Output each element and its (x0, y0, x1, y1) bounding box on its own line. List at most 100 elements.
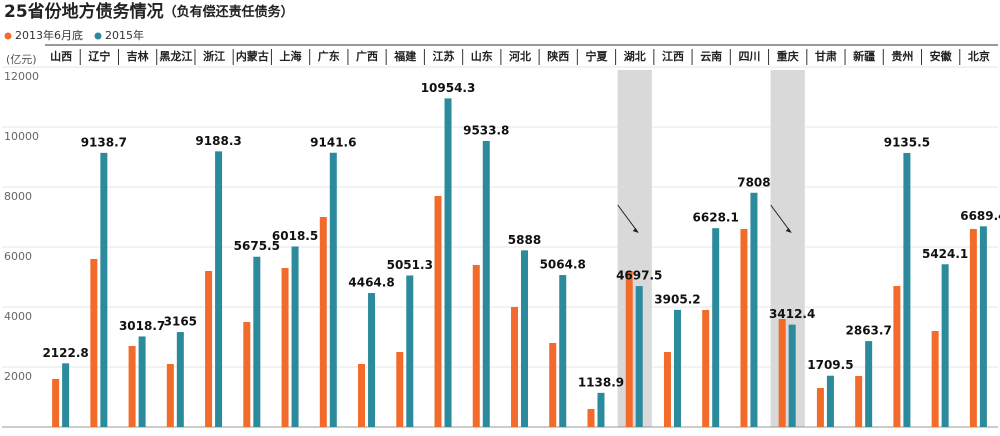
bar (243, 322, 251, 427)
bar (90, 259, 98, 427)
arrow-head (632, 228, 639, 233)
value-label: 9135.5 (884, 135, 930, 149)
value-label: 3412.4 (769, 307, 815, 321)
value-label: 7808 (737, 175, 770, 189)
x-tick-label: 广西 (356, 49, 378, 63)
bar (128, 346, 136, 427)
x-tick-label: 山西 (50, 49, 72, 63)
value-label: 5051.3 (387, 258, 433, 272)
x-tick-label: 四川 (738, 50, 760, 63)
bar (903, 152, 911, 427)
bar (587, 409, 595, 427)
bar (635, 286, 643, 427)
value-label: 5064.8 (540, 258, 586, 272)
bar (329, 152, 337, 427)
bar (52, 379, 60, 427)
bar (712, 228, 720, 427)
x-tick-label: 江西 (662, 49, 684, 63)
chart-title: 25省份地方债务情况（负有偿还责任债务） (4, 1, 294, 22)
bar (778, 319, 786, 427)
bar (788, 324, 796, 427)
bar (482, 140, 490, 427)
legend-marker (94, 32, 102, 40)
bar (941, 264, 949, 427)
value-label: 9141.6 (310, 135, 356, 149)
value-label: 9138.7 (81, 135, 127, 149)
bar (521, 250, 528, 427)
bar (176, 332, 184, 427)
bar (625, 271, 633, 427)
legend-marker (4, 32, 12, 40)
bar (205, 271, 213, 427)
bar (253, 256, 261, 427)
bar (663, 352, 671, 427)
x-tick-label: 宁夏 (585, 49, 608, 63)
value-label: 9533.8 (463, 123, 509, 137)
bar (281, 268, 289, 427)
x-tick-label: 新疆 (853, 49, 875, 63)
x-tick-label: 云南 (700, 49, 722, 63)
value-label: 6018.5 (272, 229, 318, 243)
highlight-band (617, 70, 652, 427)
x-tick-label: 重庆 (777, 49, 799, 63)
x-tick-label: 北京 (968, 49, 990, 63)
highlight-band (770, 70, 805, 427)
bar (138, 336, 146, 427)
x-tick-label: 浙江 (203, 49, 225, 63)
value-label: 5675.5 (234, 239, 280, 253)
bar (549, 343, 557, 427)
bar (740, 229, 748, 427)
x-tick-label: 上海 (280, 49, 302, 63)
bar (100, 152, 108, 428)
legend-label: 2013年6月底 (15, 28, 83, 42)
bar (931, 331, 939, 427)
x-tick-label: 陕西 (547, 49, 569, 63)
value-label: 4697.5 (616, 269, 662, 283)
value-label: 6628.1 (693, 211, 739, 225)
value-label: 3018.7 (119, 319, 165, 333)
x-tick-label: 湖北 (624, 49, 646, 63)
value-label: 2122.8 (42, 346, 88, 360)
title: 25省份地方债务情况 (4, 1, 164, 22)
x-tick-label: 吉林 (127, 49, 149, 63)
value-label: 1709.5 (807, 358, 853, 372)
bar (979, 226, 987, 427)
x-tick-label: 广东 (318, 49, 340, 63)
x-tick-label: 辽宁 (88, 49, 110, 63)
bar (826, 375, 834, 427)
legend-label: 2015年 (105, 28, 144, 42)
bar (702, 310, 710, 427)
bar (597, 392, 605, 427)
y-tick-label: 4000 (4, 310, 32, 323)
bar (472, 265, 480, 427)
arrow-head (785, 228, 792, 233)
bar (215, 151, 223, 427)
value-label: 6689.4 (960, 209, 1000, 223)
value-label: 3905.2 (654, 292, 700, 306)
bar (319, 217, 327, 427)
x-tick-label: 福建 (393, 49, 417, 63)
bar (406, 275, 414, 427)
y-axis-label: (亿元) (6, 53, 37, 66)
y-tick-label: 10000 (4, 130, 39, 143)
x-tick-label: 安徽 (930, 49, 953, 63)
bar (358, 364, 366, 427)
x-tick-label: 河北 (509, 49, 531, 63)
value-label: 2863.7 (846, 324, 892, 338)
bar (673, 309, 681, 427)
value-label: 5424.1 (922, 247, 968, 261)
value-label: 10954.3 (421, 81, 476, 95)
y-tick-label: 8000 (4, 190, 32, 203)
bar (865, 341, 873, 427)
bar (396, 352, 404, 427)
arrow (770, 204, 792, 233)
x-tick-label: 内蒙古 (236, 49, 269, 63)
bar (368, 293, 376, 427)
bar (434, 196, 442, 427)
value-label: 4464.8 (348, 276, 394, 290)
bar (291, 246, 299, 427)
x-tick-label: 黑龙江 (159, 49, 192, 63)
bar (750, 192, 758, 427)
x-tick-label: 贵州 (891, 49, 913, 63)
